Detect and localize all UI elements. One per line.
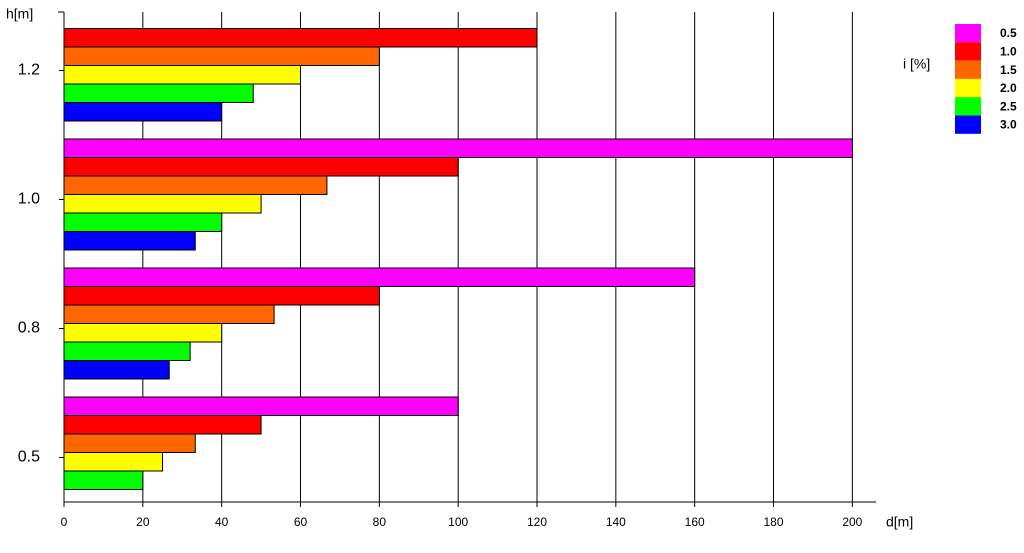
x-tick-label: 20 <box>136 515 150 529</box>
legend-label: 3.0 <box>1000 118 1017 132</box>
legend-swatch <box>955 42 981 61</box>
legend-label: 2.5 <box>1000 99 1017 113</box>
y-axis-label: h[m] <box>6 6 33 22</box>
bar <box>63 28 538 48</box>
bar <box>63 415 262 435</box>
x-tick-label: 40 <box>215 515 229 529</box>
bar <box>63 83 254 103</box>
bar <box>63 286 380 306</box>
bar <box>63 175 328 195</box>
legend-title: i [%] <box>903 56 930 72</box>
legend-swatch <box>955 60 981 79</box>
bar <box>63 138 853 158</box>
y-tick-label: 1.0 <box>18 191 40 208</box>
bar <box>63 267 696 287</box>
bar <box>63 102 223 122</box>
bar <box>63 46 380 66</box>
bar <box>63 212 223 232</box>
bar <box>63 194 262 214</box>
bar <box>63 231 196 251</box>
bar <box>63 323 223 343</box>
y-tick-label: 0.8 <box>18 320 40 337</box>
legend-swatch <box>955 115 981 134</box>
x-tick-label: 180 <box>763 515 783 529</box>
bar <box>63 157 459 177</box>
x-tick-label: 80 <box>373 515 387 529</box>
x-tick-label: 200 <box>842 515 862 529</box>
bar <box>63 433 196 453</box>
bar <box>63 360 170 380</box>
bar <box>63 452 164 472</box>
bar <box>63 65 302 85</box>
legend-label: 0.5 <box>1000 26 1017 40</box>
bar <box>63 341 191 361</box>
bar <box>63 396 459 416</box>
bar <box>63 470 144 490</box>
x-tick-label: 120 <box>527 515 547 529</box>
x-tick-label: 140 <box>606 515 626 529</box>
legend-swatch <box>955 24 981 43</box>
y-tick-label: 1.2 <box>18 62 40 79</box>
x-tick-label: 60 <box>294 515 308 529</box>
x-tick-label: 160 <box>685 515 705 529</box>
legend-swatch <box>955 78 981 98</box>
x-axis-label: d[m] <box>886 514 913 530</box>
legend-swatch <box>955 97 981 116</box>
y-tick-label: 0.5 <box>18 449 40 466</box>
legend-label: 2.0 <box>1000 81 1017 95</box>
legend-label: 1.5 <box>1000 63 1017 77</box>
legend-label: 1.0 <box>1000 44 1017 58</box>
x-tick-label: 0 <box>61 515 68 529</box>
x-tick-label: 100 <box>448 515 468 529</box>
bar <box>63 304 275 324</box>
